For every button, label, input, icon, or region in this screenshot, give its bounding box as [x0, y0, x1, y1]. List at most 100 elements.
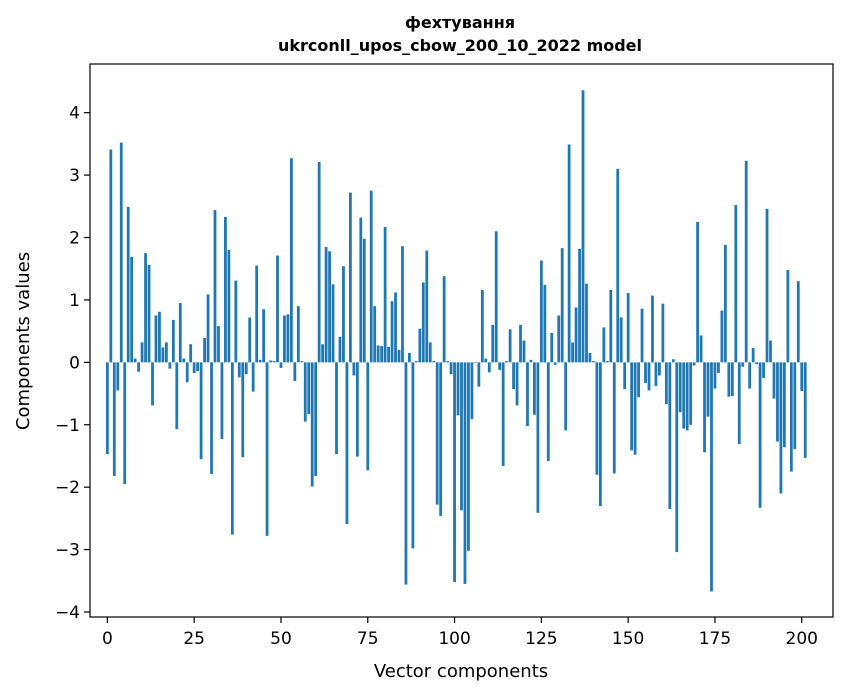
bar — [345, 362, 349, 525]
bar — [453, 362, 456, 583]
bar — [126, 206, 130, 363]
bar — [328, 251, 331, 363]
bar — [432, 361, 436, 363]
bar — [678, 362, 682, 413]
x-tick-label: 0 — [102, 629, 113, 649]
bar — [758, 362, 762, 508]
bar — [519, 324, 522, 363]
bar — [418, 328, 422, 363]
bar — [248, 317, 252, 363]
bar — [553, 362, 557, 365]
bar — [151, 362, 154, 406]
bar — [592, 361, 595, 363]
bar — [383, 226, 387, 363]
bar — [303, 362, 307, 422]
bar — [748, 362, 752, 389]
bar — [692, 362, 696, 366]
bar — [526, 362, 529, 427]
bar — [196, 362, 200, 372]
bar — [224, 216, 227, 363]
bar — [414, 361, 418, 363]
bar — [376, 345, 380, 363]
bar — [717, 362, 720, 373]
bar — [300, 361, 304, 363]
bar — [668, 362, 672, 510]
bar — [494, 231, 498, 363]
bar — [362, 238, 366, 363]
bar — [390, 301, 394, 363]
bar — [796, 281, 800, 363]
bar — [411, 362, 415, 549]
bar — [585, 283, 588, 363]
bar — [560, 248, 564, 363]
bar — [713, 362, 717, 389]
x-tick-label: 50 — [270, 629, 292, 649]
bar — [442, 276, 446, 363]
bar — [203, 338, 206, 363]
y-axis-label: Components values — [13, 252, 34, 430]
bar — [647, 362, 651, 391]
bar — [401, 246, 404, 363]
bar — [605, 361, 609, 363]
bar — [762, 362, 765, 378]
y-tick-label: −1 — [55, 416, 80, 436]
bar — [689, 362, 693, 425]
bar — [567, 144, 571, 363]
bar — [640, 308, 644, 363]
x-tick-label: 25 — [183, 629, 205, 649]
bar — [144, 253, 147, 363]
bar — [435, 362, 439, 505]
bar — [696, 221, 699, 363]
y-tick-label: 3 — [69, 166, 80, 186]
bar — [710, 362, 713, 592]
bar — [644, 362, 647, 383]
bar — [664, 362, 668, 405]
bar — [512, 362, 515, 390]
bar — [491, 324, 495, 363]
bar — [109, 149, 113, 363]
bar — [262, 309, 265, 363]
bar — [349, 192, 352, 363]
bar — [484, 358, 488, 363]
bar — [220, 362, 224, 440]
bar — [154, 315, 158, 363]
bar — [477, 362, 481, 387]
bar — [421, 282, 425, 363]
bar — [324, 246, 328, 363]
bar — [751, 347, 755, 363]
x-tick-label: 150 — [612, 629, 644, 649]
bar — [619, 317, 623, 363]
bar — [470, 362, 474, 420]
bar — [227, 250, 231, 363]
bar — [612, 362, 616, 474]
bar — [626, 293, 630, 363]
bar — [449, 362, 453, 375]
bar — [241, 362, 245, 458]
bar — [446, 361, 449, 363]
bar — [237, 362, 241, 378]
bar — [244, 362, 248, 375]
bar — [137, 362, 140, 372]
bar — [310, 362, 314, 487]
bar — [685, 362, 689, 431]
x-axis: 0 25 50 75 100 125 150 175 200 — [102, 617, 818, 649]
bar — [460, 362, 463, 511]
bar — [192, 362, 196, 373]
bar — [533, 362, 536, 415]
bar — [463, 362, 467, 584]
bar — [335, 362, 338, 455]
bar — [793, 362, 797, 450]
y-tick-label: −2 — [55, 478, 80, 498]
y-tick-label: 1 — [69, 291, 80, 311]
bar — [651, 295, 654, 363]
bar — [112, 362, 116, 476]
bar — [723, 245, 727, 363]
bar — [765, 208, 769, 363]
bar — [369, 190, 373, 363]
bar — [487, 362, 491, 373]
y-tick-label: 2 — [69, 229, 80, 249]
bar — [404, 362, 408, 585]
bar — [161, 347, 165, 363]
